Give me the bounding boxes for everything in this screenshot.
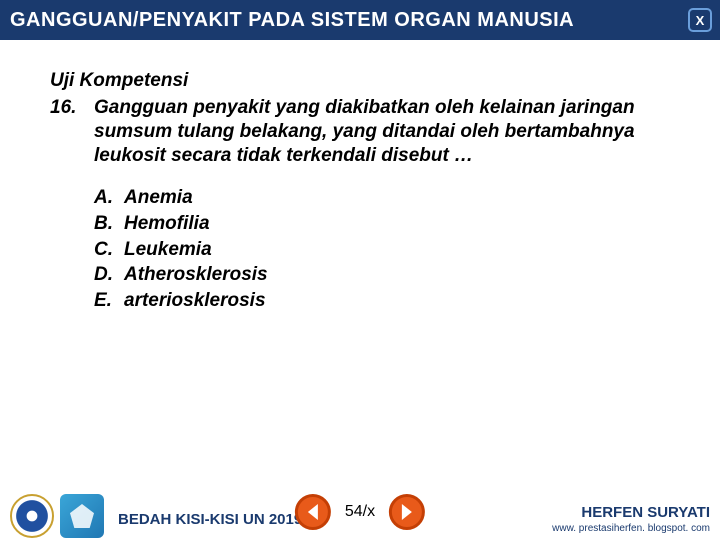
section-title: Uji Kompetensi	[50, 70, 680, 92]
option-letter: C.	[94, 237, 124, 263]
chevron-left-icon	[306, 504, 320, 520]
footer-right: HERFEN SURYATI www. prestasiherfen. blog…	[552, 504, 710, 534]
option-letter: D.	[94, 262, 124, 288]
option-text: Atherosklerosis	[124, 262, 268, 288]
nav-controls: 54/x	[295, 494, 425, 530]
option-text: Anemia	[124, 185, 193, 211]
close-icon: X	[696, 13, 705, 28]
website-url: www. prestasiherfen. blogspot. com	[552, 523, 710, 534]
chevron-right-icon	[400, 504, 414, 520]
close-button[interactable]: X	[688, 8, 712, 32]
option-a[interactable]: A. Anemia	[94, 185, 680, 211]
author-name: HERFEN SURYATI	[552, 504, 710, 521]
prev-button[interactable]	[295, 494, 331, 530]
option-letter: E.	[94, 288, 124, 314]
content-area: Uji Kompetensi 16. Gangguan penyakit yan…	[0, 40, 720, 313]
option-text: Leukemia	[124, 237, 212, 263]
option-e[interactable]: E. arteriosklerosis	[94, 288, 680, 314]
options-list: A. Anemia B. Hemofilia C. Leukemia D. At…	[94, 185, 680, 313]
footer: BEDAH KISI-KISI UN 2019 54/x HERFEN SURY…	[0, 470, 720, 540]
option-text: arteriosklerosis	[124, 288, 266, 314]
option-letter: B.	[94, 211, 124, 237]
logo-k13-icon	[60, 494, 104, 538]
question-row: 16. Gangguan penyakit yang diakibatkan o…	[50, 96, 680, 167]
footer-left-text: BEDAH KISI-KISI UN 2019	[104, 511, 302, 540]
option-text: Hemofilia	[124, 211, 210, 237]
logo-group	[0, 470, 104, 540]
question-text: Gangguan penyakit yang diakibatkan oleh …	[94, 96, 680, 167]
page-title: GANGGUAN/PENYAKIT PADA SISTEM ORGAN MANU…	[10, 9, 574, 32]
question-number: 16.	[50, 96, 94, 167]
option-d[interactable]: D. Atherosklerosis	[94, 262, 680, 288]
header-bar: GANGGUAN/PENYAKIT PADA SISTEM ORGAN MANU…	[0, 0, 720, 40]
option-b[interactable]: B. Hemofilia	[94, 211, 680, 237]
option-c[interactable]: C. Leukemia	[94, 237, 680, 263]
option-letter: A.	[94, 185, 124, 211]
page-indicator: 54/x	[345, 503, 375, 521]
logo-tutwuri-icon	[10, 494, 54, 538]
next-button[interactable]	[389, 494, 425, 530]
